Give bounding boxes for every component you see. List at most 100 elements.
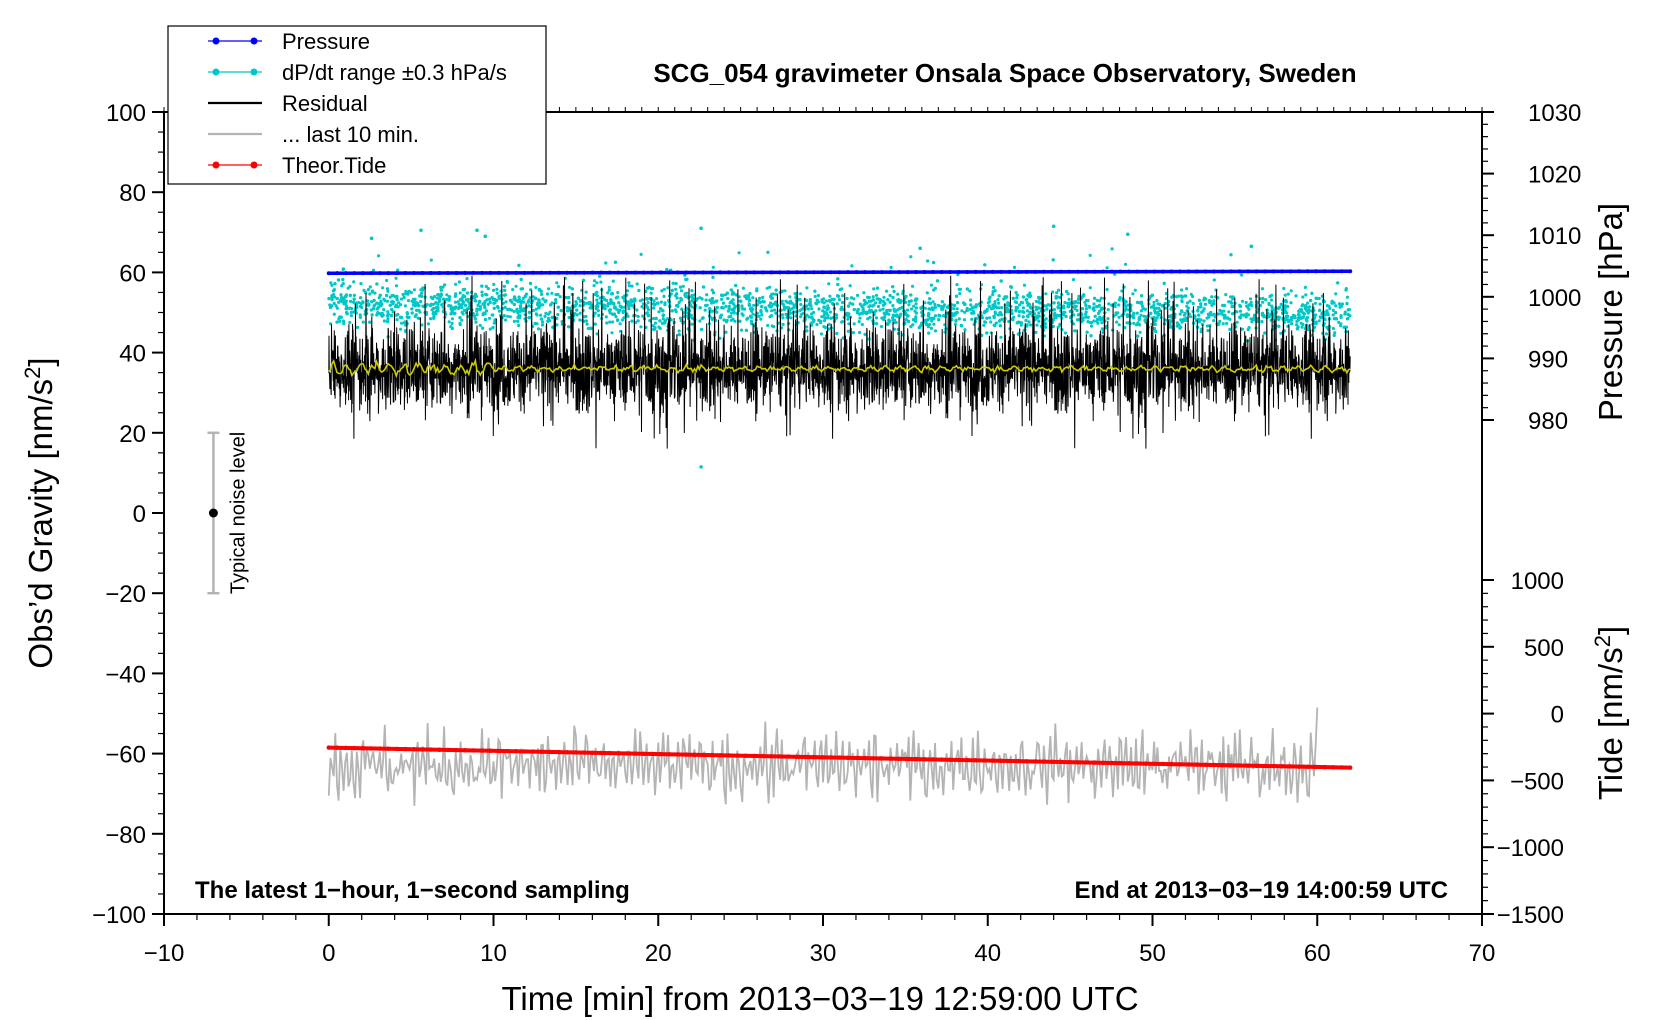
dpdt-point (1012, 265, 1017, 269)
tide-point (1024, 759, 1029, 764)
dpdt-point (473, 317, 477, 321)
dpdt-point (1100, 321, 1104, 325)
dpdt-point (559, 309, 563, 313)
dpdt-point (506, 314, 510, 318)
dpdt-point (517, 314, 521, 318)
dpdt-point (953, 322, 958, 326)
y-axis-label-left: Obs’d Gravity [nm/s2] (20, 357, 59, 668)
dpdt-point (348, 284, 352, 288)
dpdt-point (974, 303, 979, 307)
dpdt-point (988, 295, 992, 299)
dpdt-point (1015, 296, 1019, 300)
dpdt-point (606, 304, 610, 308)
dpdt-point (463, 303, 468, 307)
pressure-point (650, 270, 655, 275)
dpdt-point (330, 283, 334, 287)
dpdt-point (598, 296, 602, 300)
dpdt-point (1295, 319, 1299, 323)
dpdt-point (909, 325, 913, 329)
pressure-point (1067, 269, 1072, 274)
dpdt-point (336, 278, 341, 282)
dpdt-point (1096, 298, 1100, 303)
dpdt-point (785, 300, 790, 304)
dpdt-point (510, 300, 514, 304)
pressure-point (1297, 269, 1302, 274)
dpdt-point (375, 307, 379, 311)
pressure-point (599, 270, 604, 275)
dpdt-point (661, 317, 665, 321)
dpdt-point (492, 321, 496, 325)
dpdt-point (1088, 286, 1092, 290)
pressure-point (760, 270, 765, 275)
dpdt-point (546, 316, 551, 321)
dpdt-point (1317, 296, 1321, 301)
dpdt-point (359, 296, 363, 300)
dpdt-point (690, 289, 694, 293)
dpdt-point (1221, 322, 1225, 326)
dpdt-point (344, 299, 348, 303)
dpdt-point (1189, 292, 1193, 296)
legend-swatch-dot (212, 37, 220, 45)
pressure-point (565, 270, 570, 275)
dpdt-point (1302, 312, 1306, 316)
dpdt-point (585, 322, 589, 326)
dpdt-point (711, 275, 715, 279)
tide-point (335, 745, 340, 750)
dpdt-point (1021, 315, 1025, 319)
dpdt-point (443, 283, 447, 287)
tide-point (1118, 760, 1123, 766)
dpdt-point (396, 312, 400, 317)
pressure-tick-label: 1020 (1528, 162, 1581, 189)
dpdt-point (993, 300, 997, 304)
dpdt-point (788, 311, 792, 315)
dpdt-point (502, 284, 506, 288)
dpdt-point (686, 314, 690, 318)
pressure-point (1118, 269, 1123, 274)
dpdt-point (1260, 287, 1265, 291)
series-pressure (326, 269, 1353, 276)
dpdt-point (733, 319, 737, 323)
dpdt-point (1056, 288, 1061, 292)
dpdt-point (679, 289, 684, 293)
annotation-bottom-left: The latest 1−hour, 1−second sampling (195, 877, 630, 904)
tide-point (1084, 760, 1089, 765)
dpdt-point (410, 307, 414, 311)
dpdt-point (1178, 312, 1182, 316)
dpdt-point (554, 301, 558, 305)
tide-point (837, 755, 842, 760)
dpdt-point (909, 307, 914, 311)
dpdt-point (1348, 314, 1352, 318)
dpdt-point (852, 297, 856, 301)
dpdt-point (840, 307, 844, 311)
dpdt-point (991, 305, 995, 309)
tide-tick-label: 1000 (1511, 568, 1564, 595)
dpdt-point (579, 299, 583, 303)
dpdt-point (1011, 296, 1015, 300)
dpdt-point (352, 293, 356, 297)
dpdt-point (517, 295, 521, 299)
dpdt-point (711, 309, 715, 313)
dpdt-point (871, 298, 875, 302)
dpdt-point (379, 299, 383, 304)
dpdt-point (760, 313, 764, 317)
dpdt-point (862, 291, 866, 295)
dpdt-point (826, 304, 830, 308)
dpdt-point (1026, 293, 1030, 297)
tide-point (530, 749, 536, 754)
dpdt-point (1076, 301, 1080, 305)
dpdt-point (537, 306, 541, 310)
dpdt-point (767, 304, 771, 308)
dpdt-point (1115, 320, 1119, 324)
pressure-point (1041, 269, 1046, 274)
dpdt-point (649, 291, 653, 295)
dpdt-point (766, 250, 770, 254)
dpdt-point (1268, 294, 1272, 298)
y-tick-label: 100 (106, 100, 146, 127)
legend-swatch-dot (250, 37, 258, 45)
dpdt-point (662, 294, 666, 298)
dpdt-point (911, 318, 916, 322)
y-tick-label: 0 (133, 501, 146, 528)
dpdt-point (1152, 300, 1156, 304)
dpdt-point (1153, 322, 1157, 326)
dpdt-point (868, 308, 872, 312)
